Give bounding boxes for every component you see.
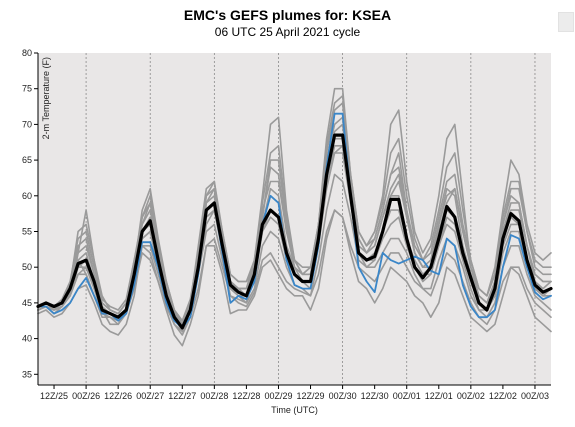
y-tick-label: 40 bbox=[22, 334, 32, 344]
x-tick-label: 00Z/03 bbox=[521, 391, 549, 401]
grid-lines bbox=[85, 53, 536, 385]
series-line-member-3 bbox=[37, 209, 552, 347]
series-line-ensemble-mean bbox=[36, 133, 553, 330]
legend-toggle-box[interactable] bbox=[558, 12, 574, 32]
x-tick-label: 00Z/30 bbox=[329, 391, 357, 401]
chart-subtitle: 06 UTC 25 April 2021 cycle bbox=[214, 25, 361, 39]
x-tick-label: 00Z/28 bbox=[200, 391, 228, 401]
series-line-member-13 bbox=[37, 95, 552, 322]
x-tick-label: 00Z/26 bbox=[72, 391, 100, 401]
x-tick-label: 00Z/29 bbox=[264, 391, 292, 401]
chart-title: EMC's GEFS plumes for: KSEA bbox=[183, 7, 392, 23]
series-line-control bbox=[37, 112, 552, 329]
x-tick-label: 12Z/01 bbox=[425, 391, 453, 401]
y-tick-label: 70 bbox=[22, 119, 32, 129]
axes: 35 40 45 50 55 60 65 70 75 80 12Z/25 00Z/26 12Z/26 00… bbox=[22, 48, 551, 401]
y-tick-label: 50 bbox=[22, 262, 32, 272]
x-tick-label: 12Z/29 bbox=[297, 391, 325, 401]
y-axis-label: 2-m Temperature (F) bbox=[41, 57, 51, 139]
y-tick-label: 75 bbox=[22, 84, 32, 94]
x-tick-label: 12Z/26 bbox=[104, 391, 132, 401]
x-tick-label: 00Z/01 bbox=[393, 391, 421, 401]
plot-area bbox=[38, 53, 551, 385]
x-tick-label: 00Z/02 bbox=[457, 391, 485, 401]
series-layer bbox=[36, 87, 553, 347]
x-tick-label: 12Z/28 bbox=[232, 391, 260, 401]
x-tick-label: 12Z/27 bbox=[168, 391, 196, 401]
x-tick-label: 12Z/25 bbox=[40, 391, 68, 401]
x-axis-label: Time (UTC) bbox=[271, 405, 318, 415]
series-line-member-11 bbox=[37, 123, 552, 326]
y-tick-label: 80 bbox=[22, 48, 32, 58]
x-tick-label: 12Z/30 bbox=[361, 391, 389, 401]
x-tick-label: 12Z/02 bbox=[489, 391, 517, 401]
y-tick-label: 45 bbox=[22, 298, 32, 308]
x-tick-label: 00Z/27 bbox=[136, 391, 164, 401]
y-tick-label: 60 bbox=[22, 191, 32, 201]
y-tick-label: 55 bbox=[22, 226, 32, 236]
y-tick-label: 35 bbox=[22, 369, 32, 379]
y-tick-label: 65 bbox=[22, 155, 32, 165]
